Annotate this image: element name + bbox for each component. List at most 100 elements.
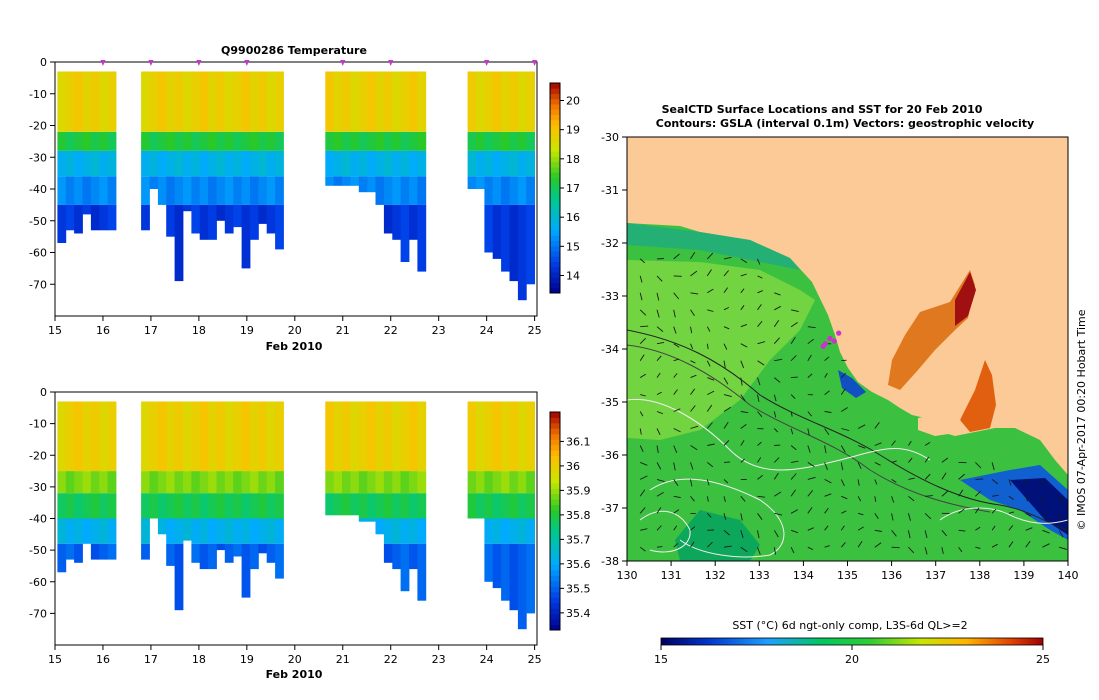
- velocity-vector: [1058, 513, 1061, 521]
- lat-tick-label: -30: [601, 131, 619, 144]
- lat-tick-label: -35: [601, 396, 619, 409]
- velocity-vector: [740, 288, 745, 294]
- velocity-vector: [975, 526, 981, 531]
- salinity-colorbar: 35.4 35.5 35.6 35.7 35.8 35.9 36 36.1: [549, 411, 591, 631]
- colorbar-segment: [550, 439, 560, 446]
- lon-tick-label: 133: [749, 569, 770, 582]
- section-cell: [484, 493, 494, 519]
- velocity-vector: [757, 457, 762, 463]
- velocity-vector: [706, 479, 710, 486]
- section-cell: [224, 71, 234, 132]
- section-cell: [266, 204, 276, 234]
- velocity-vector: [706, 252, 714, 260]
- temperature-title: Q9900286 Temperature: [221, 44, 367, 57]
- velocity-vector: [891, 530, 897, 537]
- section-cell: [224, 176, 234, 205]
- section-cell: [57, 204, 67, 243]
- velocity-vector: [874, 461, 881, 466]
- section-cell: [367, 518, 376, 522]
- velocity-vector: [908, 546, 915, 554]
- colorbar-tick-label: 35.8: [566, 509, 591, 522]
- velocity-vector: [740, 440, 745, 446]
- velocity-vector: [1058, 496, 1063, 503]
- colorbar-segment: [550, 499, 560, 506]
- section-cell: [199, 401, 209, 472]
- section-cell: [492, 543, 502, 589]
- section-cell: [476, 150, 485, 177]
- colorbar-segment: [550, 586, 560, 593]
- sst-map-panel: SealCTD Surface Locations and SST for 20…: [601, 103, 1088, 666]
- velocity-vector: [891, 460, 897, 463]
- section-cell: [224, 493, 234, 519]
- velocity-vector: [639, 354, 645, 361]
- map-area: [627, 137, 1068, 561]
- velocity-vector: [874, 496, 877, 502]
- y-tick-label: -50: [29, 544, 47, 557]
- velocity-vector: [975, 507, 980, 514]
- section-cell: [501, 131, 510, 151]
- section-cell: [74, 176, 83, 205]
- section-cell: [358, 150, 368, 177]
- velocity-vector: [790, 529, 799, 534]
- velocity-vector: [908, 495, 915, 502]
- gsla-contour-light-2: [649, 478, 785, 558]
- section-cell: [216, 543, 226, 551]
- velocity-vector: [639, 309, 647, 316]
- velocity-vector: [857, 479, 860, 486]
- section-cell: [275, 493, 284, 519]
- velocity-vector: [807, 527, 814, 531]
- section-cell: [275, 518, 284, 544]
- velocity-vector: [807, 428, 810, 436]
- section-cell: [74, 518, 83, 544]
- colorbar-segment: [550, 482, 560, 489]
- velocity-vector: [706, 496, 709, 502]
- velocity-vector: [1008, 495, 1014, 500]
- velocity-vector: [807, 326, 816, 329]
- section-cell: [166, 176, 175, 205]
- section-cell: [476, 493, 485, 519]
- velocity-vector: [723, 440, 730, 446]
- section-cell: [409, 150, 418, 177]
- velocity-vector: [723, 326, 730, 330]
- velocity-vector: [690, 541, 695, 548]
- x-tick-label: 25: [528, 653, 542, 666]
- velocity-vector: [807, 507, 813, 514]
- sst-colorbar-ticks: 15 20 25: [654, 645, 1050, 666]
- section-cell: [241, 401, 251, 472]
- section-cell: [74, 150, 83, 177]
- velocity-vector: [707, 377, 715, 381]
- velocity-vector: [807, 354, 812, 361]
- section-cell: [409, 543, 418, 570]
- section-cell: [250, 204, 259, 240]
- colorbar-segment: [550, 88, 560, 94]
- section-cell: [65, 401, 75, 472]
- section-cell: [199, 131, 209, 151]
- section-cell: [501, 543, 510, 601]
- velocity-vector: [857, 445, 866, 449]
- velocity-vector: [975, 546, 981, 549]
- velocity-vector: [807, 490, 814, 497]
- y-tick-label: -30: [29, 151, 47, 164]
- gsla-contour-light-3: [639, 510, 691, 553]
- section-cell: [509, 131, 519, 151]
- colorbar-segment: [550, 564, 560, 571]
- x-tick-label: 16: [96, 653, 110, 666]
- y-tick-label: -50: [29, 215, 47, 228]
- colorbar-segment: [550, 230, 560, 236]
- section-cell: [224, 518, 234, 544]
- section-cell: [90, 71, 100, 132]
- colorbar-segment: [550, 608, 560, 615]
- section-cell: [199, 204, 209, 240]
- velocity-vector: [841, 407, 848, 412]
- velocity-vector: [673, 292, 680, 300]
- section-cell: [174, 71, 184, 132]
- section-cell: [417, 176, 427, 205]
- section-cell: [467, 131, 477, 151]
- salinity-y-axis: 0 -10 -20 -30 -40 -50 -60 -70: [29, 386, 55, 620]
- velocity-vector: [857, 462, 862, 469]
- section-cell: [476, 401, 485, 472]
- velocity-vector: [774, 305, 782, 311]
- velocity-vector: [656, 391, 662, 395]
- colorbar-segment: [550, 98, 560, 105]
- lon-tick-label: 140: [1058, 569, 1079, 582]
